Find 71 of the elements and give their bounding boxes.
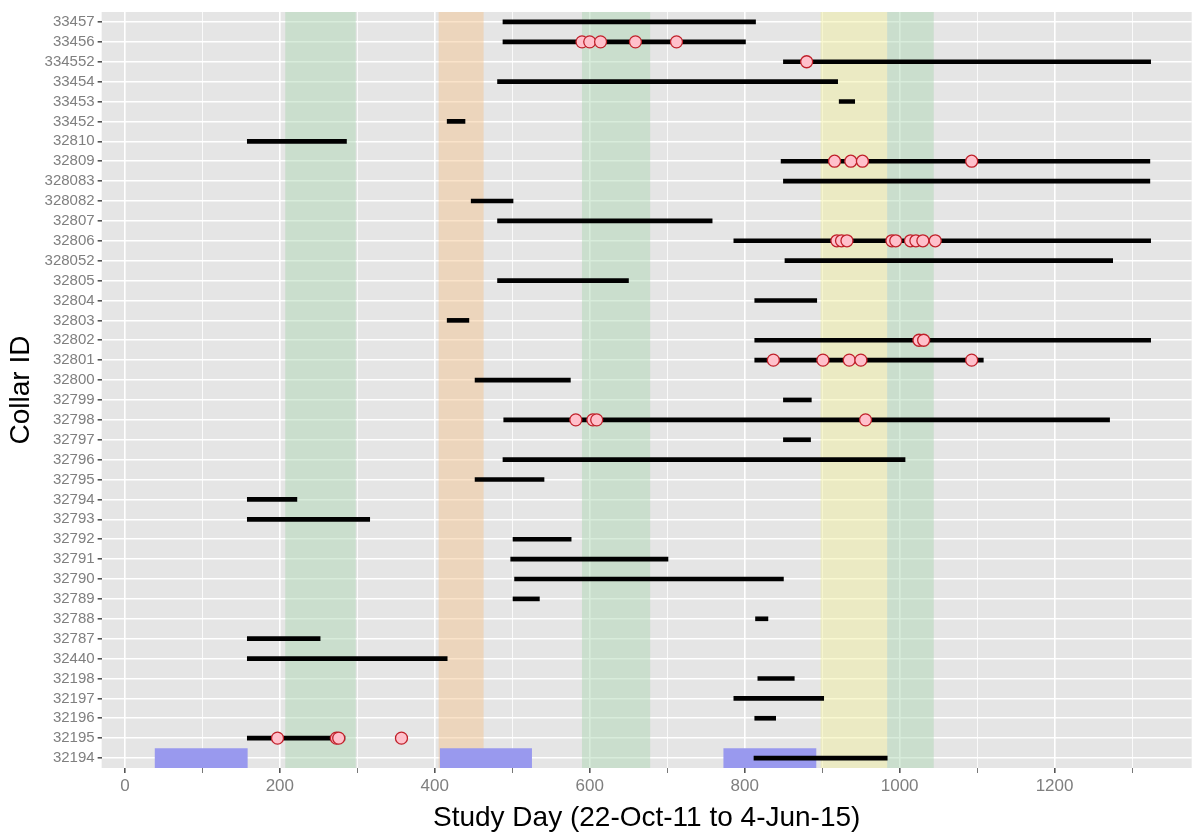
x-tick-label: 800 (730, 775, 759, 795)
x-tick-label: 600 (575, 775, 604, 795)
bar (784, 258, 1114, 264)
bar (497, 79, 838, 84)
y-tick-label: 328083 (44, 171, 95, 189)
y-tick-label: 33452 (52, 111, 95, 129)
y-tick-label: 32794 (52, 489, 95, 507)
y-tick-label: 32787 (52, 628, 95, 646)
y-tick-label: 32790 (52, 569, 95, 587)
bar (733, 696, 825, 701)
y-tick-label: 32802 (52, 330, 95, 348)
bar (246, 656, 448, 661)
y-tick-label: 32793 (52, 509, 95, 527)
bar (497, 278, 629, 283)
x-axis-title: Study Day (22-Oct-11 to 4-Jun-15) (432, 800, 861, 832)
bar (246, 138, 347, 144)
bar (246, 497, 298, 502)
bar (446, 119, 466, 124)
x-tick-label: 0 (120, 775, 130, 795)
y-tick-label: 32194 (52, 748, 95, 766)
y-tick-label: 334552 (44, 51, 95, 69)
y-tick-label: 328052 (44, 250, 95, 268)
y-tick-label: 32788 (52, 608, 95, 626)
y-tick-label: 32789 (52, 589, 95, 607)
bar (754, 715, 776, 721)
bar (754, 298, 818, 303)
y-tick-label: 32198 (52, 668, 95, 686)
bar (783, 59, 1151, 65)
y-tick-label: 328082 (44, 191, 95, 209)
x-tick-label: 400 (420, 775, 449, 795)
y-tick-label: 32796 (52, 449, 95, 467)
y-tick-label: 32197 (52, 688, 95, 706)
y-tick-label: 32804 (52, 290, 95, 308)
bar (512, 536, 572, 542)
y-tick-label: 32799 (52, 390, 95, 408)
bar (502, 457, 906, 462)
y-tick-label: 32798 (52, 409, 95, 427)
x-tick-label: 1200 (1035, 775, 1074, 795)
y-tick-label: 32803 (52, 310, 95, 328)
y-tick-label: 32440 (52, 648, 95, 666)
bar (783, 437, 811, 443)
y-tick-label: 33457 (52, 12, 95, 30)
bar (757, 676, 795, 681)
y-tick-label: 32806 (52, 230, 95, 248)
y-tick-label: 32800 (52, 370, 95, 388)
bar (446, 318, 470, 323)
y-tick-label: 32810 (52, 131, 95, 149)
y-axis-title: Collar ID (3, 335, 35, 445)
bar (755, 616, 769, 622)
bar (754, 337, 1151, 343)
bar (838, 99, 856, 104)
y-tick-label: 32801 (52, 350, 95, 368)
y-tick-label: 33454 (52, 71, 95, 89)
x-tick-label: 200 (265, 775, 295, 795)
y-tick-label: 32797 (52, 429, 95, 447)
y-tick-label: 32805 (52, 270, 95, 288)
x-tick-label: 1000 (880, 775, 919, 795)
y-tick-label: 32795 (52, 469, 95, 487)
bar (154, 748, 248, 768)
y-tick-label: 32809 (52, 151, 95, 169)
bar (246, 636, 321, 642)
y-tick-label: 33453 (52, 91, 95, 109)
y-tick-label: 32195 (52, 728, 95, 746)
y-tick-label: 32196 (52, 708, 95, 726)
bar (246, 516, 371, 522)
y-tick-label: 32792 (52, 529, 95, 547)
bar (474, 477, 545, 482)
y-tick-label: 32791 (52, 549, 95, 567)
y-tick-label: 32807 (52, 211, 95, 229)
bar (439, 748, 532, 768)
y-tick-label: 33456 (52, 31, 95, 49)
